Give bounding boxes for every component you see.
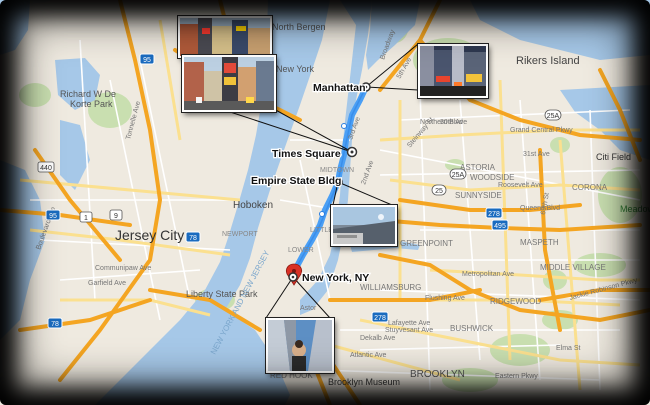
shield-95b: 95 <box>45 209 61 221</box>
shield-440: 440 <box>37 161 55 173</box>
label-communipaw: Communipaw Ave <box>95 265 151 272</box>
svg-text:25A: 25A <box>452 172 465 179</box>
stop-new-york[interactable] <box>288 272 298 282</box>
svg-text:440: 440 <box>40 165 52 172</box>
label-red-hook: RED HOOK <box>270 371 313 380</box>
svg-text:78: 78 <box>189 235 197 242</box>
stop-empire-state[interactable] <box>333 177 343 187</box>
stop-label-manhattan: Manhattan <box>313 82 366 94</box>
svg-text:1: 1 <box>84 215 88 222</box>
label-bushwick: BUSHWICK <box>450 324 494 333</box>
stop-label-empire-state: Empire State Bldg <box>251 175 341 187</box>
photo-image <box>420 46 486 96</box>
label-grand-central: Grand Central Pkwy <box>510 127 573 134</box>
photo-times-square-small[interactable] <box>178 16 272 58</box>
label-middle-village: MIDDLE VILLAGE <box>540 263 606 272</box>
stop-label-times-square: Times Square <box>272 148 341 160</box>
label-hoboken: Hoboken <box>233 200 273 211</box>
stop-markers <box>286 82 371 286</box>
label-brooklyn-museum: Brooklyn Museum <box>328 377 400 387</box>
label-69th: 69th St <box>540 192 551 215</box>
label-thirty-first: 31st Ave <box>523 151 550 158</box>
stop-times-square[interactable] <box>346 146 358 158</box>
label-astor: Astor <box>300 305 317 312</box>
label-dekalb: Dekalb Ave <box>360 335 395 342</box>
shield-1: 1 <box>79 211 93 223</box>
label-atlantic: Atlantic Ave <box>350 352 387 359</box>
label-meadow: Meadow <box>620 204 650 214</box>
label-richard: Richard W De <box>60 89 116 99</box>
shield-78b: 78 <box>47 317 63 329</box>
stop-label-new-york: New York, NY <box>302 272 369 284</box>
stop-manhattan[interactable] <box>361 82 371 92</box>
svg-text:495: 495 <box>494 223 506 230</box>
svg-text:9: 9 <box>114 213 118 220</box>
label-astoria: ASTORIA <box>460 163 496 172</box>
label-queens-blvd: Queens Blvd <box>520 205 560 212</box>
label-little-italy: LITTLE <box>310 227 333 234</box>
label-roosevelt: Roosevelt Ave <box>498 182 543 189</box>
label-elma: Elma St <box>556 345 581 352</box>
label-newport: NEWPORT <box>222 231 258 238</box>
label-stuyvesant: Stuyvesant Ave <box>385 327 433 334</box>
label-maspeth: MASPETH <box>520 238 559 247</box>
label-rikers: Rikers Island <box>516 55 580 67</box>
label-garfield: Garfield Ave <box>88 280 126 287</box>
label-woodside: WOODSIDE <box>470 173 514 182</box>
svg-text:25: 25 <box>435 188 443 195</box>
photo-empire-state[interactable] <box>331 205 397 246</box>
label-thirtieth: 30th Ave <box>440 119 467 126</box>
callout-lines <box>217 43 419 319</box>
photo-image <box>184 57 274 110</box>
svg-text:78: 78 <box>51 321 59 328</box>
route-waypoint <box>341 123 347 129</box>
label-citi-field: Citi Field <box>596 152 631 162</box>
label-northern: Northern Blvd <box>420 119 463 126</box>
label-ridgewood: RIDGEWOOD <box>490 297 541 306</box>
photo-manhattan[interactable] <box>418 44 488 98</box>
photo-times-square[interactable] <box>182 55 276 112</box>
shield-25: 25 <box>431 184 447 196</box>
label-liberty: Liberty State Park <box>186 289 258 299</box>
photo-image <box>333 207 395 244</box>
photo-new-york[interactable] <box>266 318 334 373</box>
label-north-bergen: North Bergen <box>272 22 326 32</box>
label-lafayette: Lafayette Ave <box>388 320 430 327</box>
label-corona: CORONA <box>572 183 608 192</box>
roosevelt-island <box>352 120 362 152</box>
svg-text:95: 95 <box>49 213 57 220</box>
label-sunnyside: SUNNYSIDE <box>455 191 502 200</box>
shield-495: 495 <box>491 219 509 231</box>
shield-25a: 25A <box>449 168 467 180</box>
label-korte: Korte Park <box>70 99 113 109</box>
label-new-york-partial: New York <box>276 64 315 74</box>
highway-shields: 95 95 9 1 78 78 440 495 278 278 25A 25 2… <box>37 53 562 329</box>
shield-25b: 25A <box>544 109 562 121</box>
shield-278b: 278 <box>371 311 389 323</box>
svg-text:25A: 25A <box>547 113 560 120</box>
shield-278a: 278 <box>485 207 503 219</box>
label-lower: LOWER <box>288 247 314 254</box>
svg-text:278: 278 <box>374 315 386 322</box>
photo-image <box>268 320 332 371</box>
label-jersey-city: Jersey City <box>115 227 184 243</box>
label-metropolitan: Metropolitan Ave <box>462 271 514 278</box>
label-midtown: MIDTOWN <box>320 167 354 174</box>
label-brooklyn: BROOKLYN <box>410 369 465 380</box>
label-eastern: Eastern Pkwy <box>495 373 538 380</box>
arterial-roads <box>19 19 641 391</box>
label-flushing: Flushing Ave <box>425 295 465 302</box>
stop-labels: Manhattan Times Square Empire State Bldg… <box>250 81 371 286</box>
shield-95: 95 <box>139 53 155 65</box>
shield-9: 9 <box>109 209 123 221</box>
svg-text:95: 95 <box>143 57 151 64</box>
label-greenpoint: GREENPOINT <box>400 239 453 248</box>
route-waypoint <box>319 211 325 217</box>
svg-text:278: 278 <box>488 211 500 218</box>
shield-78a: 78 <box>185 231 201 243</box>
label-williamsburg: WILLIAMSBURG <box>360 283 421 292</box>
photo-image <box>180 18 270 56</box>
